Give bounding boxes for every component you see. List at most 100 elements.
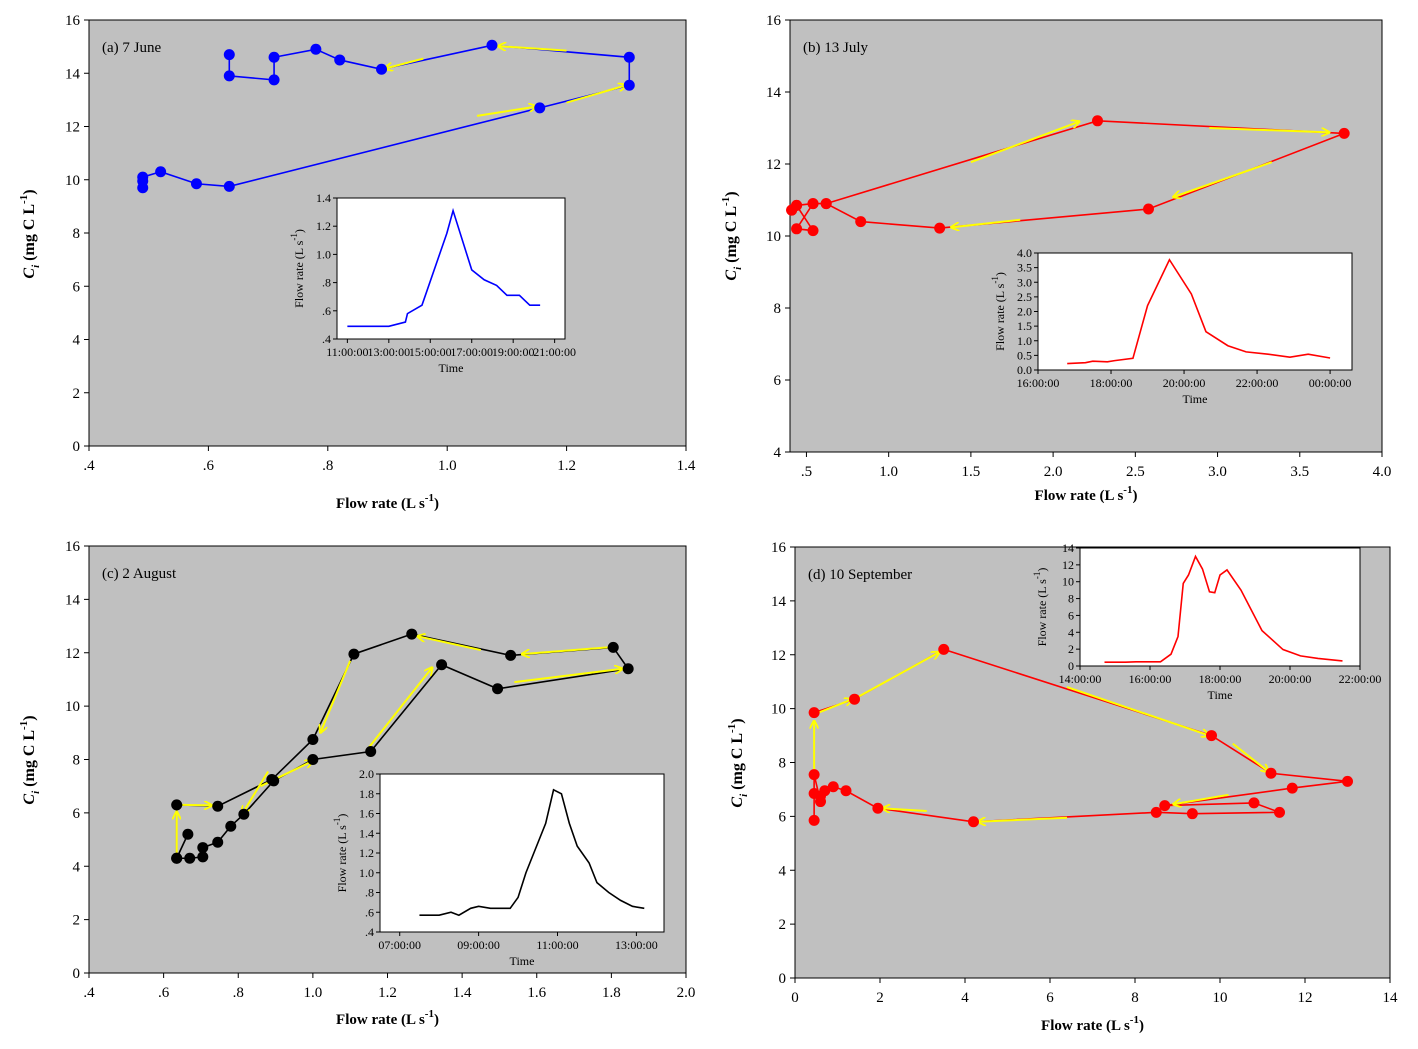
x-tick-label: 1.5 (962, 464, 981, 480)
direction-arrow (1232, 742, 1269, 772)
inset-series-line (419, 788, 645, 917)
data-point (266, 774, 278, 786)
y-tick-label: 2 (779, 917, 787, 933)
inset-x-tick-label: 16:00:00 (1129, 672, 1172, 686)
inset-x-axis-label: Time (1183, 392, 1208, 406)
x-tick-label: 14 (1383, 990, 1399, 1006)
inset-plot-area (336, 197, 566, 340)
x-tick-label: .4 (83, 458, 95, 474)
y-tick-label: 16 (65, 539, 81, 555)
data-point (197, 851, 209, 863)
direction-arrow (320, 660, 352, 733)
inset-x-tick-label: 22:00:00 (1339, 672, 1382, 686)
data-point (1338, 127, 1350, 139)
data-point (1342, 775, 1353, 787)
inset-x-tick-label: 11:00:00 (326, 345, 368, 359)
x-tick-label: 10 (1213, 990, 1228, 1006)
y-tick-label: 14 (65, 66, 81, 82)
inset-y-tick-label: 12 (1062, 558, 1074, 572)
inset-x-tick-label: 20:00:00 (1269, 672, 1312, 686)
inset-series-line (347, 207, 541, 328)
x-tick-label: .6 (158, 985, 170, 1001)
data-point (307, 754, 319, 765)
y-tick-label: 12 (65, 120, 80, 136)
inset-y-tick-label: .4 (365, 925, 374, 939)
inset-y-tick-label: 8 (1068, 592, 1074, 606)
direction-arrow (882, 808, 927, 811)
data-point (1206, 730, 1217, 742)
inset-x-tick-label: 22:00:00 (1236, 376, 1279, 390)
data-point (849, 693, 860, 705)
x-axis-label: Flow rate (L s-1) (1035, 484, 1138, 504)
data-point (406, 628, 418, 640)
y-tick-label: 12 (771, 648, 786, 664)
y-axis-label: Ci (mg C L-1) (18, 715, 42, 804)
inset-y-tick-label: 1.4 (316, 191, 331, 205)
y-axis-label: Ci (mg C L-1) (720, 191, 744, 280)
inset-y-axis-label: Flow rate (L s-1) (289, 229, 306, 308)
x-tick-label: 1.0 (879, 464, 898, 480)
y-tick-label: 4 (779, 863, 787, 879)
x-tick-label: 1.4 (677, 458, 696, 474)
x-tick-label: 1.0 (438, 458, 457, 474)
inset-y-tick-label: 0 (1068, 659, 1074, 673)
inset-y-tick-label: .6 (322, 304, 331, 318)
data-point (184, 852, 196, 864)
y-tick-label: 0 (73, 966, 81, 982)
data-point (534, 102, 546, 114)
data-point (808, 814, 820, 826)
x-tick-label: .6 (203, 458, 215, 474)
data-point (238, 808, 250, 820)
direction-arrow (951, 218, 1021, 228)
direction-arrow (818, 699, 852, 714)
data-point (840, 785, 852, 797)
data-point (1092, 115, 1104, 127)
data-point (171, 852, 183, 864)
inset-y-tick-label: .4 (322, 332, 331, 346)
direction-arrow (242, 770, 269, 815)
data-point (223, 70, 235, 82)
data-point (1286, 782, 1298, 794)
inset-y-tick-label: .6 (365, 905, 374, 919)
x-tick-label: 1.4 (453, 985, 472, 1001)
y-tick-label: 12 (65, 646, 80, 662)
data-point (622, 663, 634, 675)
inset-y-tick-label: 0.5 (1017, 348, 1032, 362)
inset-y-tick-label: 1.8 (359, 787, 374, 801)
x-tick-label: 1.2 (557, 458, 576, 474)
x-tick-label: 1.6 (527, 985, 546, 1001)
x-tick-label: 3.0 (1208, 464, 1227, 480)
data-point (1142, 203, 1154, 215)
data-point (348, 648, 360, 660)
inset-y-tick-label: 2 (1068, 642, 1074, 656)
inset-y-tick-label: 14 (1062, 541, 1074, 555)
inset-y-axis-label: Flow rate (L s-1) (1032, 568, 1049, 647)
y-tick-label: 6 (779, 809, 787, 825)
y-tick-label: 4 (73, 333, 81, 349)
direction-arrow (514, 669, 622, 684)
y-tick-label: 12 (766, 157, 781, 173)
inset-series-line (1067, 258, 1331, 365)
y-tick-label: 14 (771, 594, 787, 610)
x-tick-label: 1.2 (378, 985, 397, 1001)
y-tick-label: 6 (73, 806, 81, 822)
inset-x-tick-label: 13:00:00 (367, 345, 410, 359)
data-point (827, 781, 839, 793)
data-point (872, 802, 884, 814)
direction-arrow (1209, 127, 1329, 132)
data-point (623, 79, 635, 91)
inset-x-tick-label: 21:00:00 (533, 345, 576, 359)
inset-y-tick-label: 1.2 (359, 846, 374, 860)
inset-x-tick-label: 07:00:00 (378, 938, 421, 952)
y-tick-label: 0 (779, 971, 787, 987)
x-tick-label: 2 (876, 990, 884, 1006)
data-point (1265, 767, 1277, 779)
y-axis-label: Ci (mg C L-1) (726, 718, 750, 807)
inset-x-tick-label: 00:00:00 (1309, 376, 1352, 390)
y-tick-label: 0 (73, 439, 81, 455)
data-point (155, 166, 167, 178)
inset-x-tick-label: 17:00:00 (450, 345, 493, 359)
panels-container: .4 .6 .8 1.0 1.2 1.4 0 2 4 6 8 10 12 14 16 Flow rate (L… (18, 13, 1398, 1034)
x-tick-label: 1.8 (602, 985, 621, 1001)
